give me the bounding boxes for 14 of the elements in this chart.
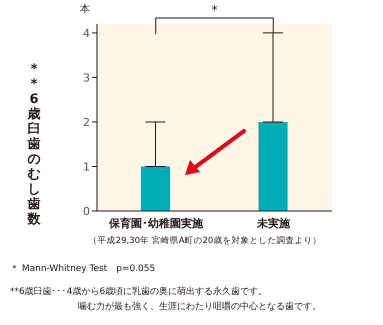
text: 噛む力が最も強く、生涯にわたり咀嚼の中心となる歯です。 [78, 300, 321, 313]
text: 本 [80, 2, 90, 16]
y-tick-label: 0 [83, 204, 90, 218]
text: （平成29,30年 宮崎県A町の20歳を対象とした調査より） [88, 235, 322, 247]
text: * [210, 3, 218, 17]
x-tick-label: 保育園･幼稚園実施 [108, 216, 204, 230]
y-tick-label: 2 [83, 116, 90, 129]
text: **6歳臼歯･･･4歳から6歳頃に乳歯の奥に萌出する永久歯です。 [10, 286, 268, 298]
y-tick-label: 3 [83, 71, 90, 84]
x-tick-label: 未実施 [256, 216, 291, 230]
y-tick-label: 4 [83, 26, 90, 40]
y-axis-title: **6歳臼歯のむし歯数 [26, 62, 42, 227]
text: ＊ Mann-Whitney Test p=0.055 [10, 263, 156, 275]
y-tick-label: 1 [83, 160, 90, 174]
